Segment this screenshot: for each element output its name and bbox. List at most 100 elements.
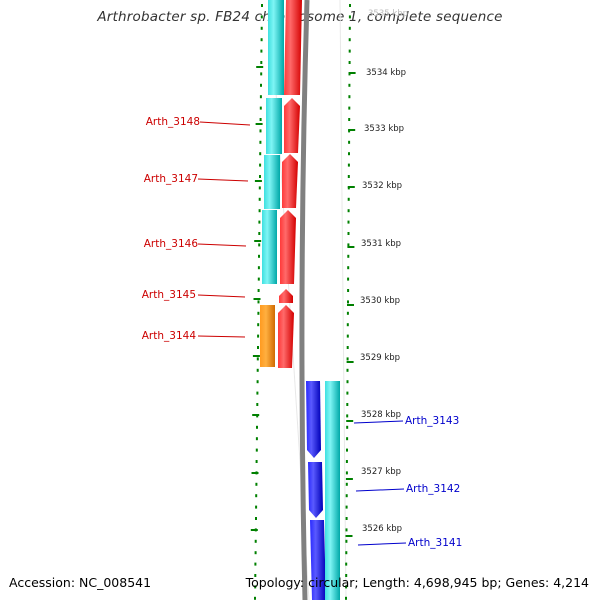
minor-tick	[347, 243, 350, 247]
minor-tick	[346, 346, 349, 349]
minor-tick	[345, 551, 348, 555]
major-tick	[252, 355, 260, 357]
minor-tick	[259, 95, 262, 99]
minor-tick	[345, 562, 348, 566]
guide-line-inner	[339, 0, 347, 600]
minor-tick	[347, 209, 350, 213]
gene-label[interactable]: Arth_3147	[144, 173, 198, 185]
minor-tick	[347, 220, 350, 224]
cds-arrow[interactable]	[308, 462, 323, 518]
gene-feature[interactable]	[266, 98, 282, 154]
minor-tick	[345, 574, 348, 577]
minor-tick	[257, 323, 260, 327]
leader-line	[197, 294, 246, 298]
gene-label[interactable]: Arth_3142	[406, 483, 460, 495]
gene-feature[interactable]	[268, 0, 284, 95]
minor-tick	[347, 197, 350, 201]
minor-tick	[348, 15, 351, 19]
gene-label[interactable]: Arth_3144	[142, 330, 197, 342]
minor-tick	[254, 596, 256, 600]
major-tick	[346, 361, 354, 363]
minor-tick	[345, 460, 348, 463]
gene-label[interactable]: Arth_3145	[142, 289, 196, 301]
minor-tick	[257, 334, 260, 338]
minor-tick	[255, 437, 258, 441]
minor-tick	[255, 494, 258, 498]
scale-label: 3526 kbp	[362, 524, 402, 534]
minor-tick	[259, 152, 262, 156]
gene-feature[interactable]	[262, 210, 277, 284]
gene-feature-orange[interactable]	[260, 305, 275, 367]
minor-tick	[255, 517, 257, 520]
major-tick	[347, 246, 355, 248]
minor-tick	[346, 357, 349, 361]
topology-text: Topology: circular; Length: 4,698,945 bp…	[245, 575, 589, 590]
chromosome-backbone	[299, 0, 310, 600]
cds-arrow[interactable]	[280, 210, 296, 284]
gene-label[interactable]: Arth_3148	[146, 116, 200, 128]
minor-tick	[258, 232, 261, 235]
minor-tick	[257, 311, 260, 315]
minor-tick	[348, 26, 351, 30]
minor-tick	[348, 118, 351, 121]
gene-feature[interactable]	[264, 155, 280, 209]
minor-tick	[254, 585, 257, 589]
scale-label: 3535 kbp	[368, 9, 408, 19]
minor-tick	[259, 140, 262, 144]
cds-arrow[interactable]	[306, 381, 321, 458]
minor-tick	[345, 596, 347, 600]
gene-label[interactable]: Arth_3143	[405, 415, 459, 427]
minor-tick	[254, 551, 257, 555]
gene-feature[interactable]	[325, 381, 340, 600]
cds-arrow[interactable]	[282, 154, 298, 208]
minor-tick	[260, 26, 263, 30]
minor-tick	[258, 209, 261, 213]
leader-line	[199, 121, 251, 126]
minor-tick	[257, 346, 259, 349]
major-tick	[251, 472, 259, 474]
minor-tick	[261, 4, 263, 7]
major-tick	[252, 414, 260, 416]
minor-tick	[258, 220, 261, 224]
cds-arrow[interactable]	[279, 289, 293, 303]
minor-tick	[260, 83, 262, 87]
minor-tick	[257, 289, 260, 292]
gene-track-reverse	[325, 381, 340, 600]
major-tick	[254, 180, 262, 182]
minor-tick	[259, 129, 262, 133]
gene-label[interactable]: Arth_3141	[408, 537, 462, 549]
major-tick-track-left	[250, 66, 264, 531]
minor-tick	[256, 403, 259, 406]
minor-tick	[347, 254, 350, 258]
cds-arrow[interactable]	[284, 98, 300, 153]
gene-label[interactable]: Arth_3146	[144, 238, 199, 250]
scale-label: 3527 kbp	[361, 467, 401, 477]
minor-tick	[260, 38, 263, 42]
label-leader-lines	[197, 121, 407, 546]
major-tick	[256, 66, 264, 68]
cds-arrow[interactable]	[284, 0, 302, 95]
minor-tick	[256, 380, 259, 384]
minor-tick	[346, 334, 349, 338]
minor-tick	[257, 300, 260, 304]
minor-tick	[346, 403, 349, 406]
major-tick	[254, 240, 262, 242]
minor-tick-track-right	[345, 4, 351, 600]
major-tick	[345, 478, 353, 480]
minor-tick	[258, 186, 261, 190]
minor-tick	[347, 277, 350, 281]
major-tick	[253, 298, 261, 300]
minor-tick	[259, 118, 262, 121]
minor-tick	[345, 539, 348, 543]
leader-line	[357, 542, 407, 546]
major-tick	[346, 420, 354, 422]
scale-label: 3534 kbp	[366, 68, 406, 78]
cds-arrow[interactable]	[278, 305, 294, 368]
minor-tick	[258, 197, 261, 201]
leader-line	[197, 243, 247, 247]
minor-tick	[346, 425, 349, 429]
cds-arrow[interactable]	[310, 520, 326, 600]
scale-label: 3528 kbp	[361, 410, 401, 420]
minor-tick	[254, 562, 257, 566]
